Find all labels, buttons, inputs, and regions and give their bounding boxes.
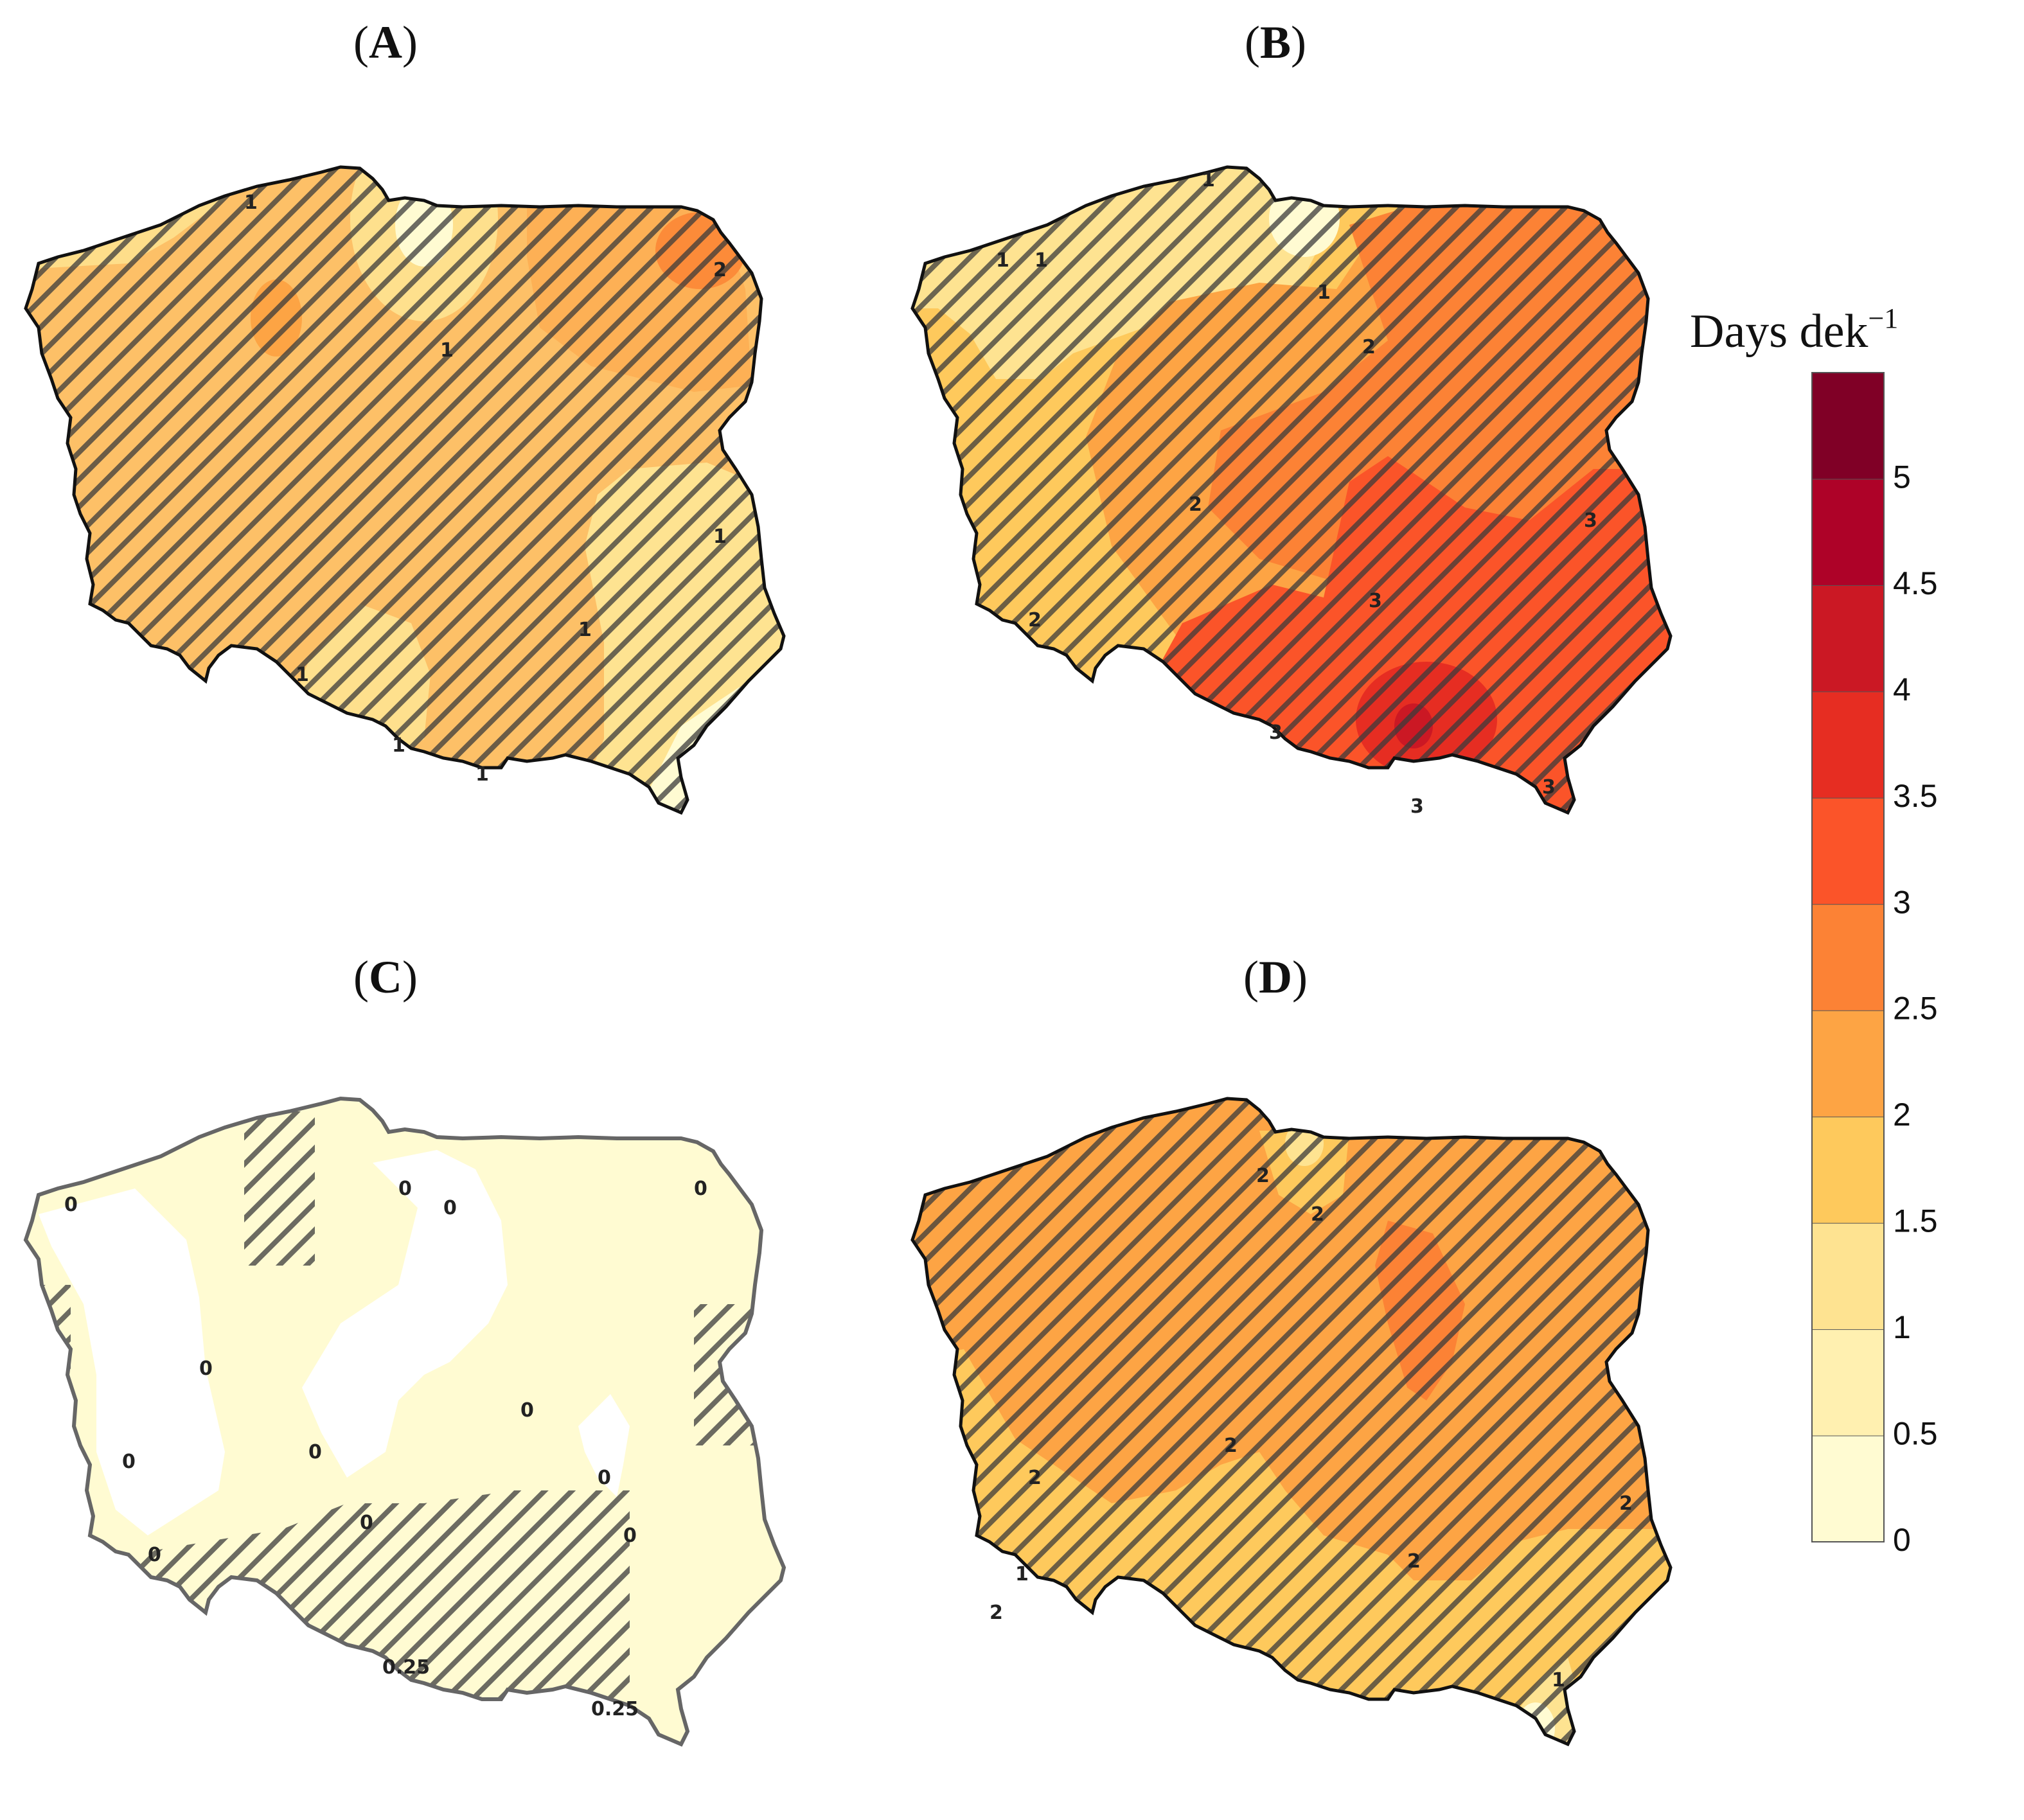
map-c-contour-label: 0 — [398, 1178, 412, 1200]
legend-tick-label: 3.5 — [1893, 778, 1938, 814]
map-b-contour-label: 2 — [1189, 493, 1202, 516]
legend-ticks: 0 0.5 1 1.5 2 2.5 3 3.5 4 4.5 5 — [1893, 459, 1938, 1558]
map-c-hatch-east — [694, 1304, 784, 1445]
map-a-contour-label: 1 — [475, 763, 489, 786]
map-b-contour-label: 1 — [1034, 249, 1048, 272]
map-a-contour-label: 2 — [713, 259, 727, 281]
map-c-contour-label: 0 — [694, 1178, 707, 1200]
map-c-contour-label: 0 — [64, 1194, 78, 1216]
panel-label-b: (B) — [1245, 17, 1306, 68]
map-d-contour-label: 2 — [1619, 1492, 1633, 1515]
map-c-contour-label: 0 — [148, 1544, 161, 1566]
map-d-contour-label: 2 — [990, 1602, 1003, 1624]
legend-bin — [1811, 691, 1885, 799]
map-d-contour-label: 1 — [1015, 1563, 1029, 1586]
map-c-contour-label: 0.25 — [382, 1656, 430, 1679]
legend-tick-label: 5 — [1893, 459, 1911, 495]
map-d-contour-label: 2 — [1311, 1203, 1324, 1226]
legend-bin — [1811, 1329, 1885, 1436]
legend-tick-label: 3 — [1893, 884, 1911, 920]
map-d-contour-label: 2 — [1256, 1165, 1270, 1187]
map-c-contour-label: 0 — [308, 1441, 322, 1463]
map-b: 1 1 1 1 2 2 2 3 3 3 3 3 — [900, 161, 1703, 818]
map-c-contour-label: 0 — [520, 1399, 534, 1422]
map-d-hatch — [912, 1099, 1671, 1744]
legend-colorbar — [1811, 372, 1885, 1542]
map-c-contour-label: 0 — [199, 1357, 213, 1380]
legend-tick-label: 2 — [1893, 1097, 1911, 1133]
map-c-region-zero-center — [302, 1150, 508, 1478]
map-c-hatch-south — [129, 1490, 630, 1735]
map-c-region-zero-east — [578, 1394, 630, 1497]
map-c-contour-label: 0 — [360, 1512, 373, 1534]
panel-label-a: (A) — [353, 17, 418, 68]
map-d-contour-label: 2 — [1028, 1467, 1042, 1489]
map-a-contour-label: 1 — [713, 526, 727, 548]
map-b-contour-label: 2 — [1362, 336, 1376, 358]
legend-tick-label: 1 — [1893, 1309, 1911, 1345]
legend-bin — [1811, 1010, 1885, 1118]
map-b-hatch — [912, 167, 1671, 813]
map-c-hatch-north — [244, 1111, 315, 1266]
map-b-contour-label: 1 — [996, 249, 1009, 272]
map-a-contour-label: 1 — [244, 191, 258, 214]
legend-tick-label: 1.5 — [1893, 1203, 1938, 1239]
map-d-contour-label: 2 — [1224, 1435, 1238, 1457]
legend-bin — [1811, 1435, 1885, 1542]
legend-tick-label: 4 — [1893, 671, 1911, 707]
map-b-contour-label: 3 — [1542, 776, 1556, 799]
map-c: 0 0 0 0 0 0 0 0 0 0 0 0 0.25 0.25 — [13, 1092, 816, 1799]
legend-title: Days dek−1 — [1690, 303, 1898, 358]
map-c-region-zero-west — [39, 1188, 225, 1535]
legend: Days dek−1 0 0.5 1 1.5 2 2.5 3 3.5 4 4.5 5 — [1690, 303, 1938, 1558]
map-c-contour-label: 0 — [443, 1197, 457, 1219]
map-b-contour-label: 3 — [1410, 795, 1424, 818]
legend-bin — [1811, 1223, 1885, 1330]
legend-bin — [1811, 585, 1885, 693]
legend-bin — [1811, 903, 1885, 1011]
map-c-hatch-west — [26, 1285, 71, 1478]
map-c-contour-label: 0 — [598, 1467, 611, 1489]
map-a-contour-label: 1 — [440, 339, 454, 362]
map-b-contour-label: 1 — [1317, 281, 1331, 304]
panel-label-c: (C) — [353, 951, 418, 1003]
map-a-hatch — [26, 167, 784, 813]
legend-tick-label: 2.5 — [1893, 991, 1938, 1027]
map-a-contour-label: 1 — [392, 734, 405, 757]
legend-tick-label: 4.5 — [1893, 565, 1938, 601]
map-a-contour-label: 1 — [578, 619, 592, 641]
panel-label-d: (D) — [1243, 951, 1308, 1003]
map-b-contour-label: 3 — [1369, 590, 1382, 612]
map-d: 2 2 2 2 2 2 2 1 1 — [900, 1092, 1703, 1799]
map-b-contour-label: 3 — [1584, 509, 1597, 532]
map-d-contour-label: 2 — [1407, 1550, 1421, 1573]
map-a-contour-label: 1 — [296, 664, 309, 686]
legend-bin — [1811, 1116, 1885, 1224]
map-b-contour-label: 2 — [1028, 609, 1042, 632]
map-c-contour-label: 0 — [623, 1524, 637, 1547]
map-c-contour-label: 0 — [122, 1451, 136, 1473]
legend-bin — [1811, 478, 1885, 586]
map-b-contour-label: 1 — [1202, 169, 1215, 191]
legend-tick-label: 0.5 — [1893, 1416, 1938, 1452]
legend-bin — [1811, 372, 1885, 480]
map-a: 1 1 1 1 1 1 2 1 — [13, 116, 816, 867]
map-c-contour-label: 0.25 — [591, 1698, 639, 1720]
map-d-contour-label: 1 — [1552, 1669, 1565, 1692]
legend-frame — [1811, 372, 1885, 1542]
map-b-contour-label: 3 — [1269, 721, 1283, 744]
legend-tick-label: 0 — [1893, 1522, 1911, 1558]
legend-bin — [1811, 797, 1885, 905]
